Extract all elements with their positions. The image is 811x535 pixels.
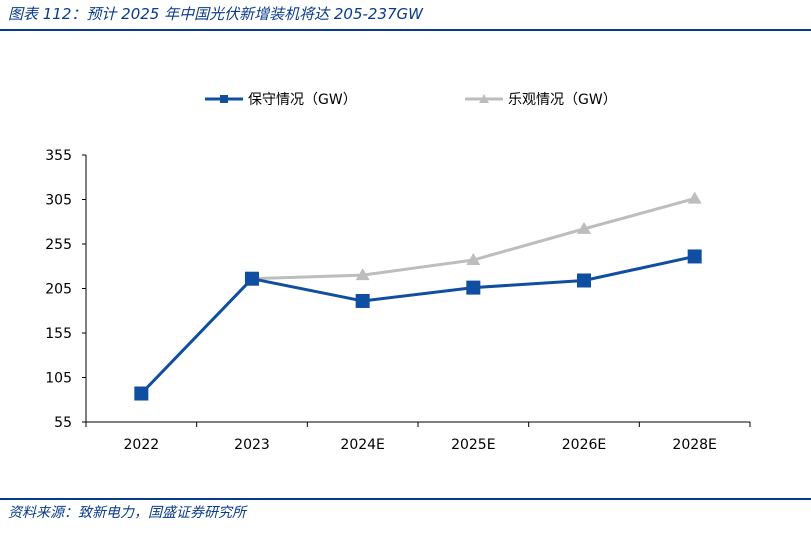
legend-label: 保守情况（GW） [248, 92, 357, 108]
axes [85, 155, 750, 423]
data-point-square [466, 280, 481, 295]
legend-label: 乐观情况（GW） [508, 92, 617, 108]
x-axis-labels: 2022 2023 2024E 2025E 2026E 2028E [85, 422, 751, 453]
x-tick-label: 2023 [234, 437, 270, 453]
legend-marker-triangle [479, 94, 489, 103]
source-note: 资料来源：致新电力，国盛证券研究所 [8, 505, 246, 521]
data-point-triangle [466, 253, 481, 266]
x-tick-label: 2022 [124, 437, 160, 453]
legend-marker-square [220, 95, 228, 103]
series-line-conservative [140, 254, 695, 395]
y-axis-ticks: 55 105 155 205 255 305 355 [45, 148, 86, 431]
data-point-square [577, 273, 591, 288]
x-tick-label: 2025E [451, 437, 495, 453]
figure-title: 图表 112：预计 2025 年中国光伏新增装机将达 205-237GW [8, 5, 424, 23]
data-point-square [134, 386, 149, 401]
y-tick-label: 305 [45, 193, 72, 209]
x-tick-label: 2026E [562, 437, 606, 453]
data-point-triangle [687, 191, 702, 204]
y-tick-label: 355 [45, 148, 72, 164]
y-tick-label: 155 [45, 326, 72, 342]
data-point-square [245, 271, 259, 286]
x-tick-label: 2028E [672, 437, 716, 453]
data-point-square [355, 293, 370, 308]
series-line-optimistic [251, 197, 696, 281]
series-layer [134, 191, 702, 401]
data-point-triangle [577, 221, 591, 234]
y-tick-label: 55 [54, 415, 72, 431]
source-rule [0, 498, 811, 500]
y-tick-label: 255 [45, 237, 72, 253]
y-tick-label: 205 [45, 282, 72, 298]
data-point-square [687, 249, 702, 264]
y-tick-label: 105 [45, 371, 72, 387]
legend: 保守情况（GW） 乐观情况（GW） [205, 92, 617, 108]
title-rule [0, 29, 811, 31]
data-point-triangle [355, 268, 370, 281]
x-tick-label: 2024E [340, 437, 384, 453]
